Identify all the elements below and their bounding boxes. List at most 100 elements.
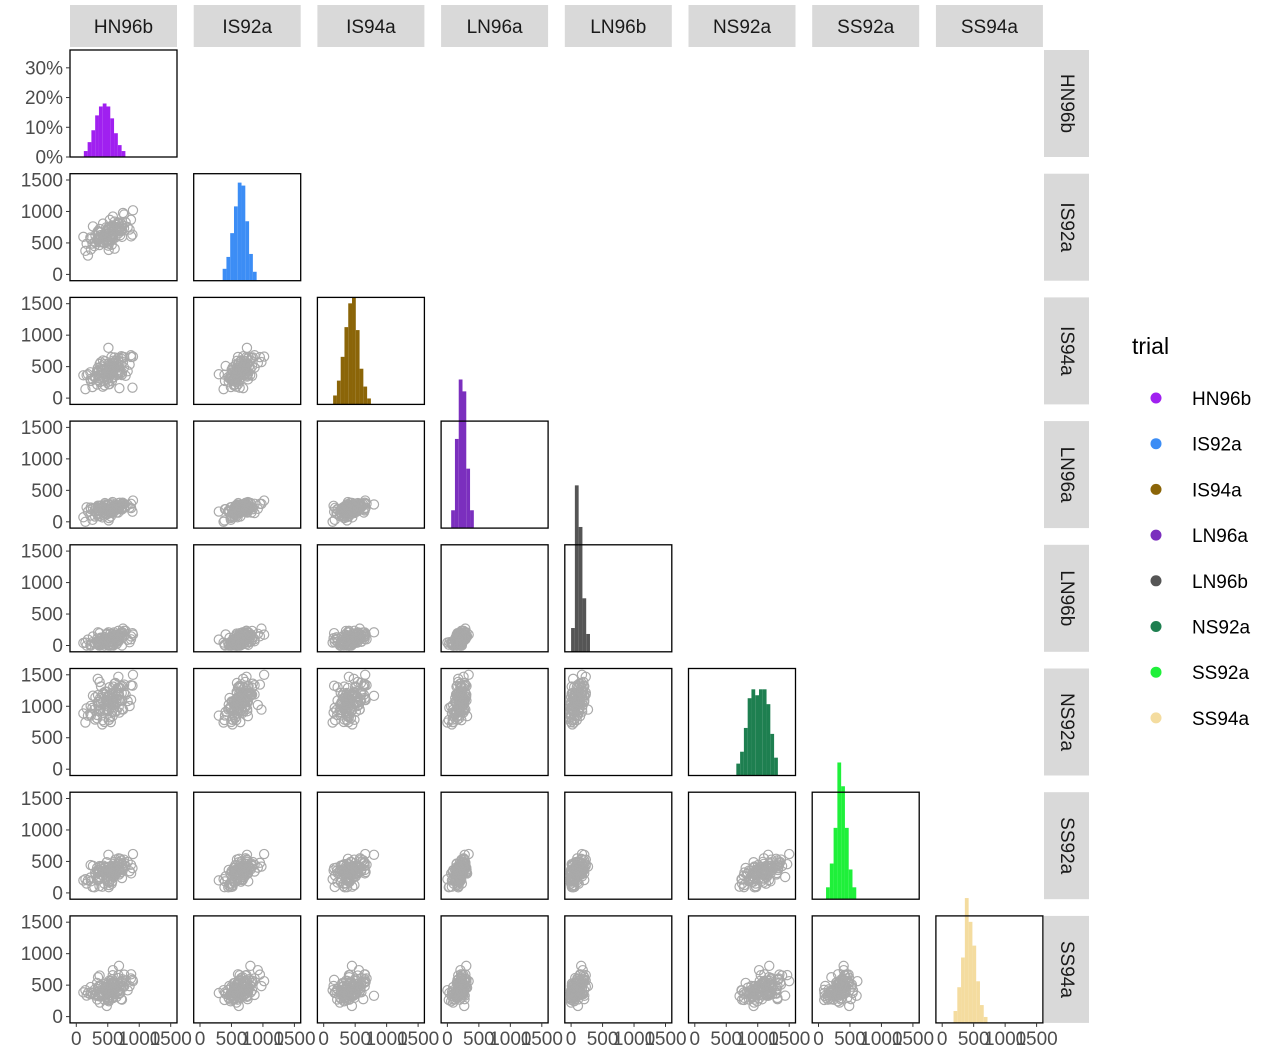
scatter-point (85, 502, 96, 513)
scatter-point (819, 994, 830, 1006)
scatter-point (125, 214, 137, 226)
scatter-point (127, 975, 139, 987)
column-strip-IS94a: IS94a (317, 5, 425, 47)
scatter-point (734, 881, 745, 892)
scatter-point (228, 865, 240, 876)
y-tick-label: 0 (52, 760, 63, 781)
column-strip-bg (441, 5, 549, 47)
scatter-point (97, 990, 108, 1002)
row-strip-LN96a: LN96a (1044, 421, 1089, 529)
legend-key (1150, 392, 1162, 404)
legend-item-HN96b: HN96b (1150, 389, 1251, 410)
scatter-point (455, 694, 467, 705)
panel-border (316, 915, 426, 1024)
scatter-point (745, 988, 756, 1000)
panel-border (193, 420, 302, 529)
legend: trial HN96b IS92a IS94a LN96a LN96b NS92a SS92a… (1132, 333, 1251, 730)
scatter-point (254, 679, 266, 690)
legend-key (1150, 529, 1162, 541)
scatter-point (228, 699, 240, 711)
scatter-point (241, 638, 252, 650)
scatter-point (226, 372, 238, 383)
scatter-point (125, 631, 137, 642)
y-tick-label: 20% (25, 88, 63, 109)
scatter-point (759, 969, 770, 980)
scatter-point (580, 854, 592, 865)
y-tick-label: 500 (31, 357, 63, 378)
scatter-point (843, 969, 854, 980)
y-axis-row-IS94a: 0 500 1000 1500 (21, 294, 70, 410)
panel-border (69, 667, 178, 777)
scatter-point (753, 865, 765, 876)
scatter-point (347, 697, 359, 709)
scatter-point (565, 704, 577, 716)
scatter-point (107, 504, 118, 516)
y-tick-label: 1500 (21, 789, 63, 810)
scatter-point (80, 245, 91, 257)
scatter-point (352, 970, 363, 981)
scatter-point (118, 498, 130, 510)
histogram-bar (470, 510, 474, 529)
histogram-bar (852, 887, 857, 900)
panel-SS92a-HN96b (69, 791, 178, 900)
panel-SS92a-IS94a (316, 791, 426, 900)
scatter-point (78, 987, 89, 998)
scatter-point (734, 990, 745, 1002)
scatter-point (94, 692, 106, 704)
panel-IS94a-HN96b (69, 296, 178, 406)
histogram-bar (578, 526, 583, 652)
legend-key (1150, 666, 1162, 678)
scatter-point (240, 505, 251, 517)
scatter-point (359, 679, 370, 690)
scatter-point (118, 969, 130, 980)
panel-SS94a-SS92a (811, 915, 920, 1024)
panel-border (316, 420, 426, 529)
scatter-point (746, 865, 757, 876)
column-strip-label: HN96b (94, 17, 153, 38)
scatter-point (218, 873, 229, 885)
y-tick-label: 1000 (21, 202, 63, 223)
scatter-point (343, 671, 355, 682)
legend-label: NS92a (1192, 618, 1251, 639)
y-tick-label: 500 (31, 976, 63, 997)
panel-border (193, 173, 302, 282)
scatter-point (568, 714, 580, 725)
panel-border (564, 791, 673, 900)
histogram-bar (222, 268, 227, 281)
histogram-bar (770, 733, 775, 776)
scatter-point (567, 719, 578, 730)
legend-item-LN96a: LN96a (1150, 526, 1248, 547)
y-tick-label: 30% (25, 58, 63, 79)
x-tick-label: 1000 (118, 1029, 160, 1050)
scatter-point (237, 707, 249, 718)
scatter-point (344, 708, 355, 719)
histogram-bar (976, 981, 980, 1023)
scatter-point (113, 701, 124, 713)
histogram-bar (582, 598, 587, 652)
scatter-point (447, 714, 458, 725)
panel-LN96a-LN96a (440, 379, 549, 529)
scatter-point (107, 639, 118, 651)
scatter-point (243, 368, 254, 379)
scatter-point (103, 849, 114, 861)
panel-border (69, 420, 178, 529)
scatter-point (94, 704, 106, 716)
scatter-point (94, 970, 105, 981)
scatter-point (368, 990, 380, 1001)
column-strip-bg (564, 5, 672, 47)
scatter-point (125, 969, 137, 980)
scatter-point (258, 351, 270, 362)
column-strip-label: NS92a (713, 17, 772, 38)
row-strip-label: NS92a (1056, 693, 1077, 752)
scatter-point (82, 987, 94, 999)
panel-NS92a-LN96b (564, 667, 673, 777)
row-strip-label: IS92a (1056, 202, 1077, 252)
scatter-point (127, 205, 139, 216)
panel-LN96b-LN96a (440, 544, 549, 653)
scatter-point (231, 997, 242, 1008)
scatter-point (111, 367, 123, 378)
row-strip-label: HN96b (1056, 74, 1077, 133)
scatter-point (232, 969, 244, 980)
